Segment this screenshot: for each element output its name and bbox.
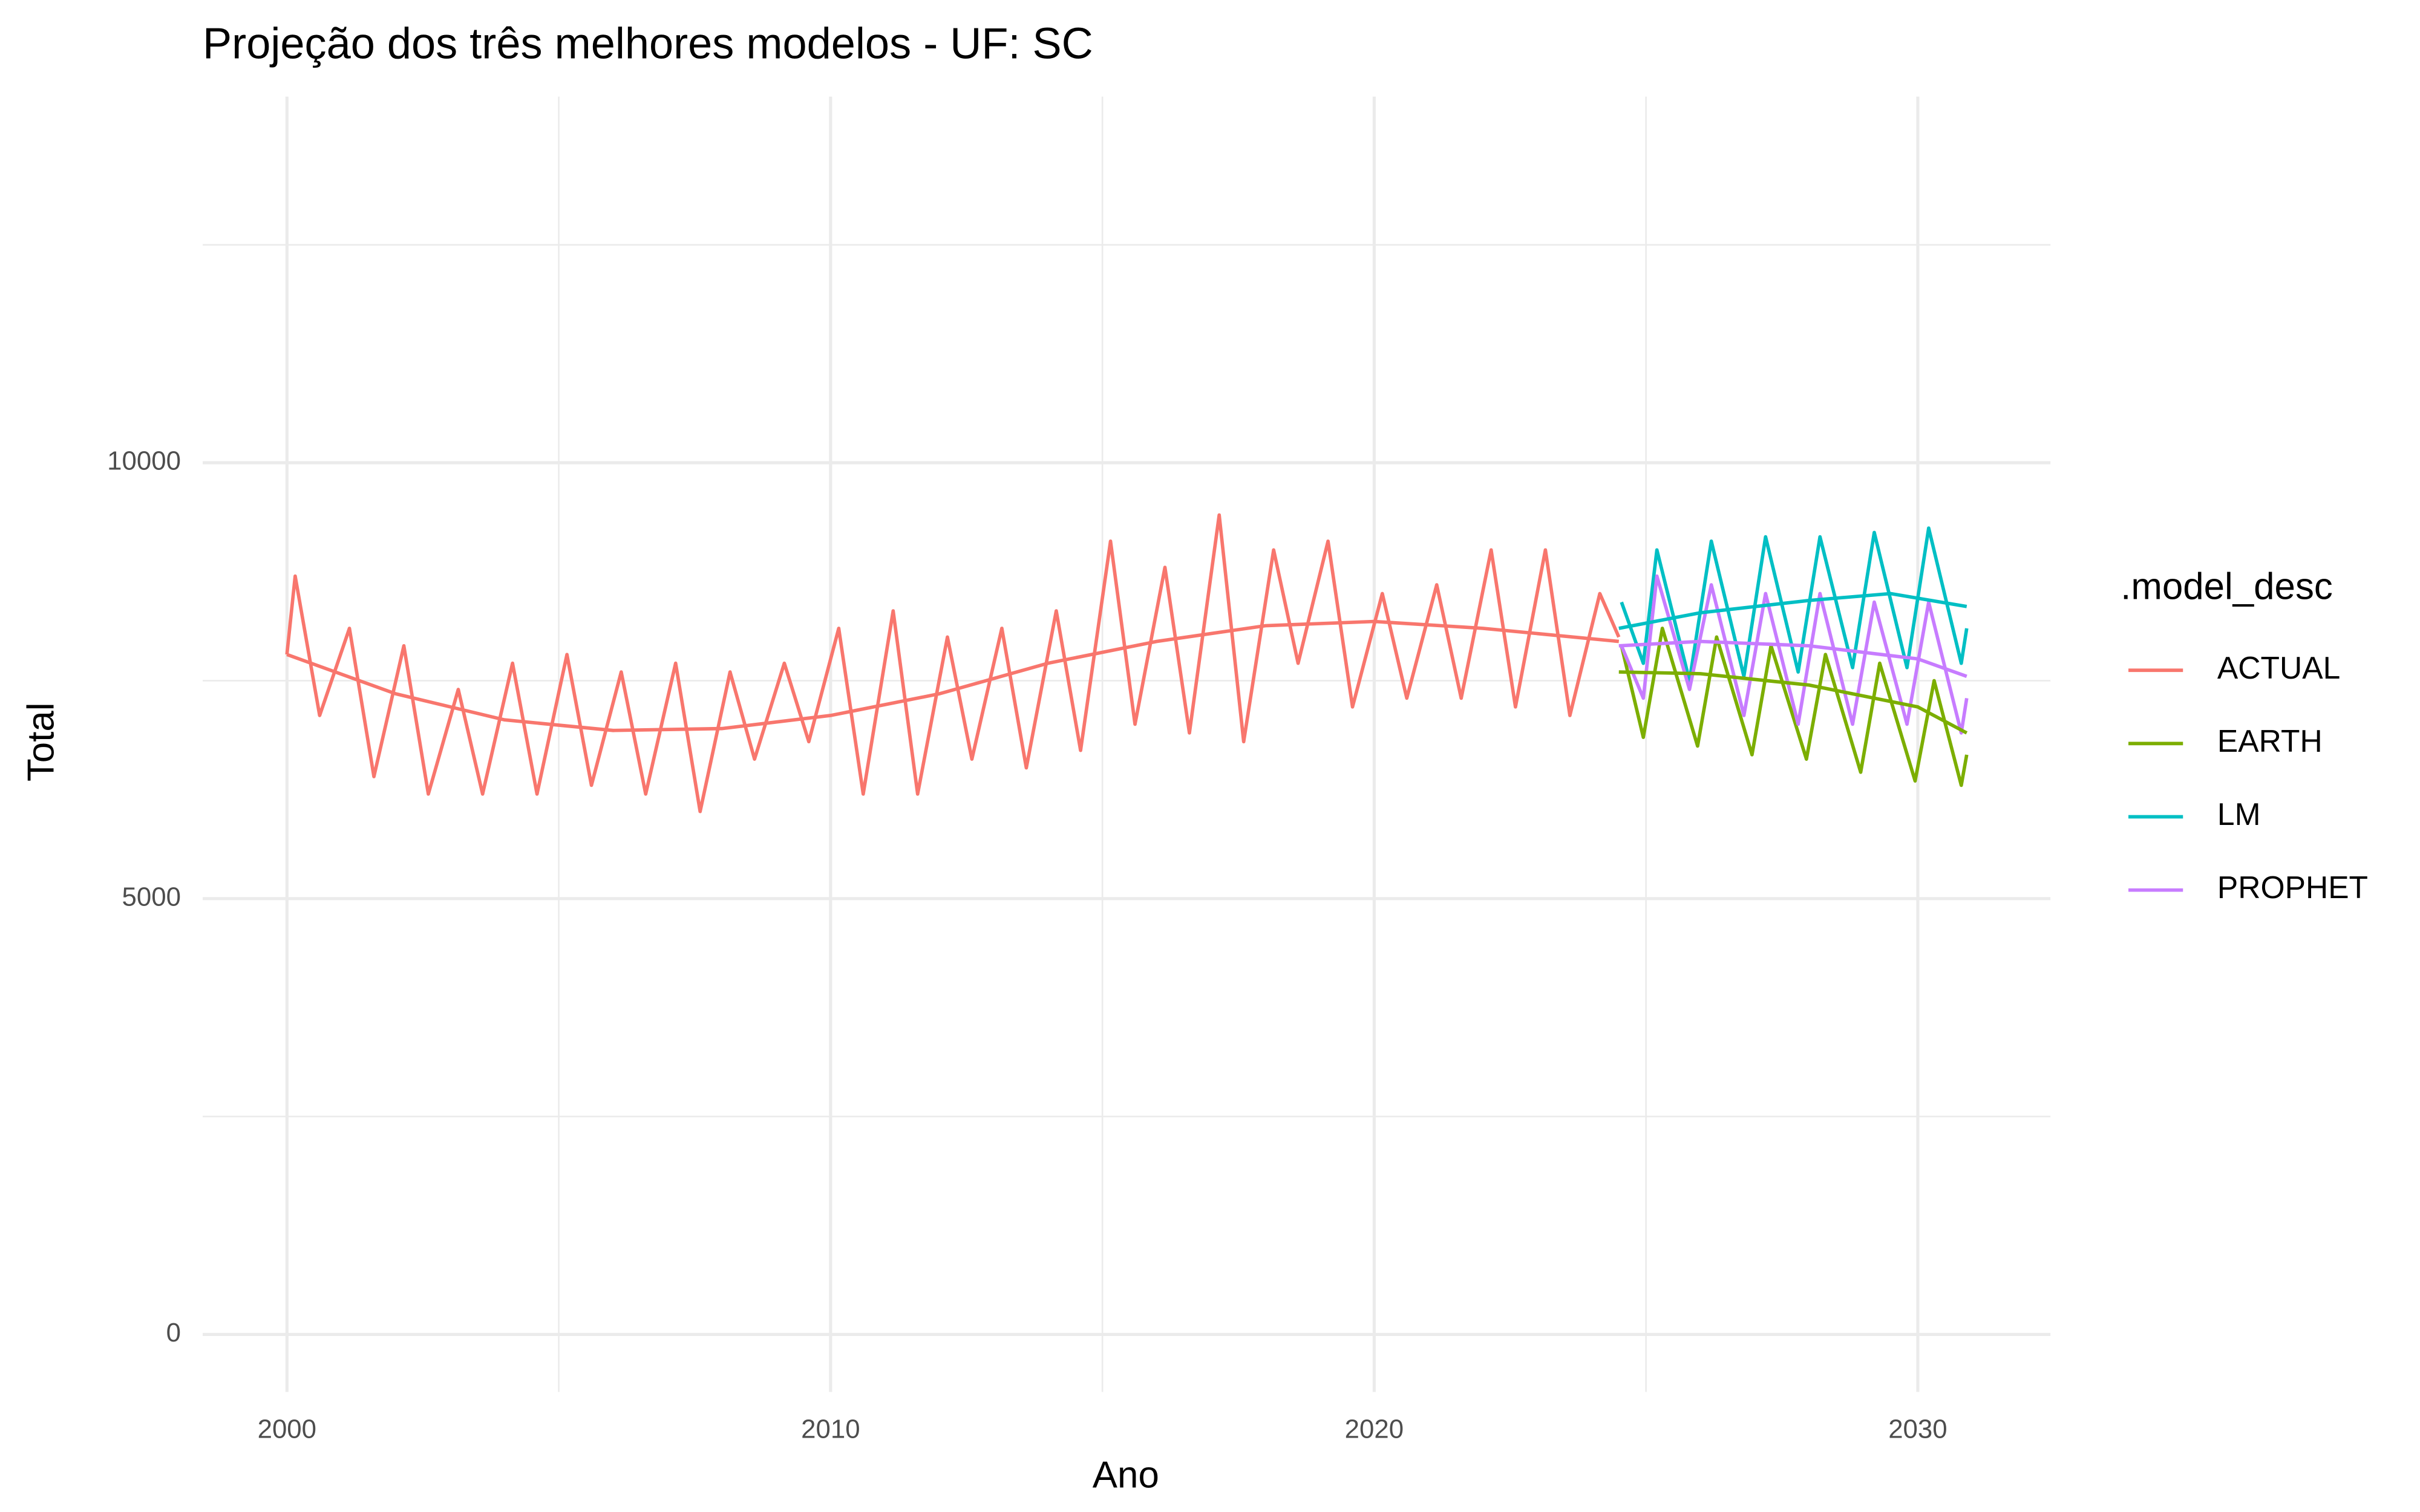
x-axis-label: Ano [1093,1455,1159,1496]
chart-title: Projeção dos três melhores modelos - UF:… [203,19,1093,68]
series-line [1620,526,1969,683]
legend-label: PROPHET [2217,870,2368,905]
legend-label: ACTUAL [2217,650,2340,685]
trend-line [1618,670,1968,735]
x-tick-label: 2020 [1345,1415,1404,1444]
trend-line [1618,591,1967,630]
trend-line [1618,639,1967,678]
legend-label: EARTH [2217,723,2323,758]
series-line [1620,574,1969,735]
legend-label: LM [2217,797,2261,832]
x-tick-label: 2010 [801,1415,860,1444]
x-tick-label: 2030 [1888,1415,1947,1444]
legend-title: .model_desc [2121,566,2333,608]
y-tick-label: 0 [166,1318,181,1347]
y-tick-label: 10000 [107,446,181,476]
series-line [285,513,1621,813]
x-tick-label: 2000 [258,1415,316,1444]
y-axis-label: Total [21,702,62,781]
trend-line [286,619,1620,732]
y-tick-label: 5000 [122,882,181,911]
